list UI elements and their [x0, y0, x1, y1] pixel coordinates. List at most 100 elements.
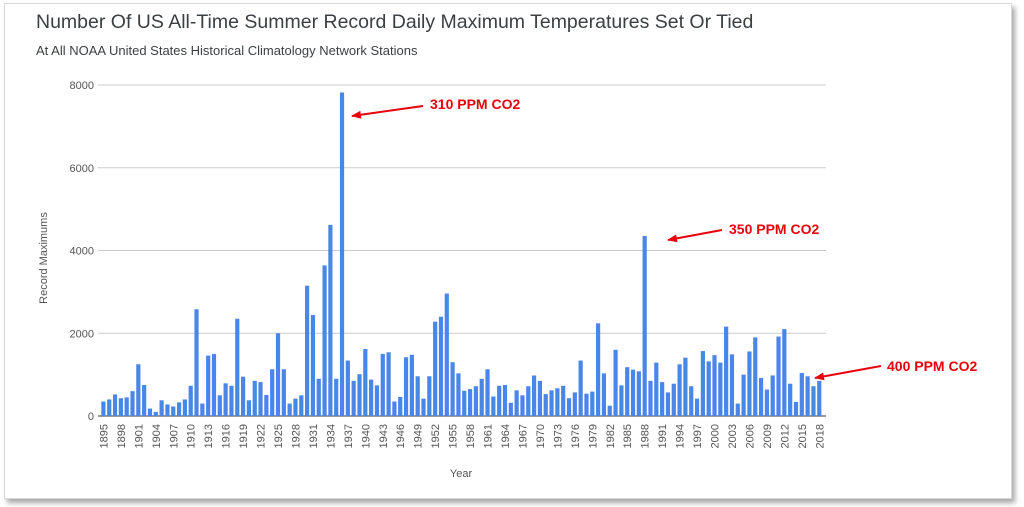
bar [625, 367, 630, 416]
bar [718, 362, 723, 416]
bar [264, 394, 269, 416]
bar [339, 92, 345, 416]
bar [700, 351, 705, 416]
bar [578, 360, 583, 416]
bar [305, 285, 310, 416]
bar [782, 329, 787, 416]
y-tick-label: 6000 [70, 163, 94, 175]
y-tick-label: 2000 [70, 328, 94, 340]
annotation-arrow [814, 365, 882, 381]
bar [584, 393, 589, 416]
bar [374, 385, 380, 416]
bar [438, 316, 444, 416]
x-tick-label: 1916 [221, 424, 233, 448]
bar [706, 361, 711, 416]
x-tick-label: 1949 [413, 424, 425, 448]
x-tick-label: 1964 [500, 424, 512, 448]
annotation-label: 310 PPM CO2 [430, 96, 520, 112]
bar [613, 349, 618, 416]
bar [357, 374, 362, 416]
bar [764, 389, 769, 416]
x-tick-label: 2015 [797, 424, 809, 448]
bar [531, 375, 537, 416]
x-tick-label: 1970 [535, 424, 547, 448]
bar [805, 376, 810, 416]
bar [543, 394, 548, 416]
bar [485, 369, 490, 416]
bar [421, 398, 426, 416]
bar [462, 390, 467, 416]
bar [642, 236, 647, 416]
bar [240, 376, 246, 416]
x-tick-label: 1895 [98, 424, 110, 448]
bar [107, 399, 112, 416]
bar [147, 408, 153, 416]
y-axis-label: Record Maximums [38, 212, 50, 304]
x-tick-label: 1955 [448, 424, 460, 448]
x-tick-label: 1940 [360, 424, 372, 448]
bar [817, 380, 822, 416]
x-tick-label: 2012 [779, 424, 791, 448]
x-tick-label: 2003 [727, 424, 739, 448]
bar [729, 354, 735, 416]
x-tick-label: 1997 [692, 424, 704, 448]
bar [601, 373, 607, 416]
bar [130, 391, 135, 416]
bar [444, 293, 449, 416]
x-axis-label: Year [450, 468, 473, 480]
bar [683, 357, 688, 416]
bar [788, 383, 793, 416]
bar [811, 386, 816, 416]
x-tick-label: 1919 [238, 424, 250, 448]
annotation-label: 350 PPM CO2 [729, 221, 819, 237]
bar [473, 386, 478, 416]
bar [520, 395, 525, 416]
x-tick-label: 1991 [657, 424, 669, 448]
x-axis-ticks: 1895 1898 1901 1904 1907 1910 1913 1916 1919 1922… [98, 424, 826, 448]
x-tick-label: 1976 [570, 424, 582, 448]
bar [566, 398, 572, 416]
bar [270, 369, 275, 416]
bar [572, 392, 577, 416]
bar [165, 404, 170, 416]
x-tick-label: 1961 [483, 424, 495, 448]
bar [369, 379, 374, 416]
x-tick-label: 1979 [587, 424, 599, 448]
bar [310, 315, 316, 416]
bar [456, 373, 461, 416]
bar [293, 398, 298, 416]
bar [206, 355, 211, 416]
bar [433, 321, 438, 416]
bar [380, 353, 385, 416]
x-tick-label: 2018 [814, 424, 826, 448]
bar [223, 383, 228, 416]
bar [776, 336, 781, 416]
chart-subtitle: At All NOAA United States Historical Cli… [36, 43, 418, 58]
bar [561, 385, 566, 416]
x-tick-label: 1943 [378, 424, 390, 448]
x-tick-label: 1985 [622, 424, 634, 448]
bar [724, 326, 729, 416]
bar [153, 411, 158, 416]
bar [409, 354, 414, 416]
bar [793, 401, 799, 416]
bar [136, 364, 141, 416]
annotation-arrow [667, 229, 723, 243]
bar [694, 398, 700, 416]
bar [217, 395, 222, 416]
bar [689, 386, 694, 416]
x-tick-label: 1952 [430, 424, 442, 448]
bar [351, 380, 356, 416]
x-tick-label: 1934 [325, 424, 337, 448]
bar [124, 397, 129, 416]
bar [502, 384, 508, 416]
y-tick-label: 0 [88, 411, 94, 423]
x-tick-label: 1922 [256, 424, 268, 448]
bar [235, 318, 240, 416]
x-tick-label: 1931 [308, 424, 320, 448]
bar [537, 380, 543, 416]
bar [735, 403, 740, 416]
x-tick-label: 1946 [395, 424, 407, 448]
bar [334, 378, 339, 416]
